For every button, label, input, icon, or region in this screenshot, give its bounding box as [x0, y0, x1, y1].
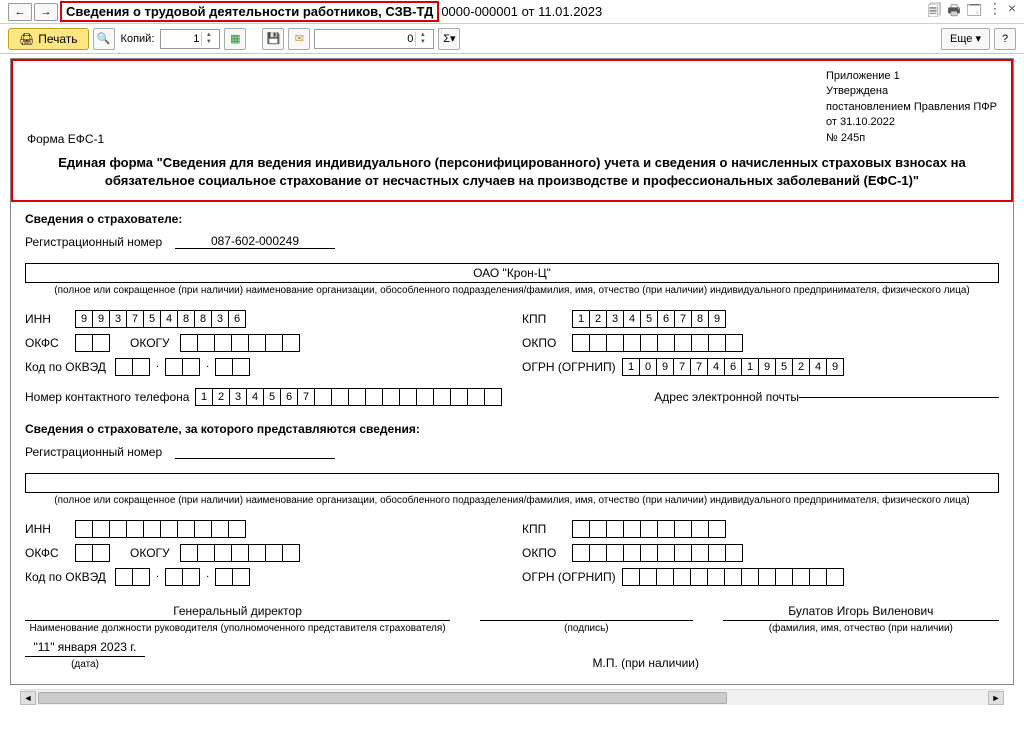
- ogrn2-label: ОГРН (ОГРНИП): [522, 570, 622, 584]
- ogrn-label: ОГРН (ОГРНИП): [522, 360, 622, 374]
- more-button[interactable]: Еще ▾: [941, 28, 990, 50]
- document-area: Форма ЕФС-1 Приложение 1 Утверждена пост…: [0, 54, 1024, 744]
- org-name: ОАО "Крон-Ц": [25, 263, 999, 283]
- print-icon[interactable]: 🖶: [947, 0, 960, 24]
- email-value: [799, 397, 999, 398]
- print-button[interactable]: 🖨 Печать: [8, 28, 89, 50]
- section1-title: Сведения о страхователе:: [25, 212, 999, 226]
- value-spinner[interactable]: ▲▼: [314, 29, 434, 49]
- window-title-rest: 0000-000001 от 11.01.2023: [441, 4, 602, 19]
- reg-label: Регистрационный номер: [25, 235, 165, 249]
- okved2-label: Код по ОКВЭД: [25, 570, 115, 584]
- header-redbox: Форма ЕФС-1 Приложение 1 Утверждена пост…: [11, 59, 1013, 202]
- okfs-label: ОКФС: [25, 336, 75, 350]
- org2-name: [25, 473, 999, 493]
- reg-value: 087-602-000249: [175, 234, 335, 249]
- reg2-value: [175, 444, 335, 459]
- okfs-cells: [75, 334, 110, 352]
- sig-fio-hint: (фамилия, имя, отчество (при наличии): [723, 623, 999, 634]
- h-scrollbar[interactable]: ◄ ►: [20, 689, 1004, 705]
- calc-icon[interactable]: 🗔: [967, 0, 982, 24]
- okfs2-label: ОКФС: [25, 546, 75, 560]
- approval-block: Приложение 1 Утверждена постановлением П…: [826, 69, 997, 146]
- preview-button[interactable]: 🔍: [93, 28, 115, 50]
- sig-position: Генеральный директор: [25, 604, 450, 621]
- email-label: Адрес электронной почты: [654, 390, 799, 404]
- save-icon[interactable]: 🗐: [927, 0, 941, 24]
- disk-button[interactable]: 💾: [262, 28, 284, 50]
- inn-cells: 9937548836: [75, 310, 246, 328]
- sigma-button[interactable]: Σ ▾: [438, 28, 460, 50]
- sig-date-hint: (дата): [25, 659, 145, 670]
- value-input[interactable]: [315, 33, 415, 45]
- window-title-highlight: Сведения о трудовой деятельности работни…: [60, 1, 439, 22]
- kpp-cells: 123456789: [572, 310, 726, 328]
- org-hint: (полное или сокращенное (при наличии) на…: [25, 285, 999, 296]
- copies-label: Копий:: [121, 33, 155, 45]
- okpo-cells: [572, 334, 743, 352]
- okogu-label: ОКОГУ: [130, 336, 180, 350]
- copies-spinner[interactable]: ▲▼: [160, 29, 220, 49]
- menu-icon[interactable]: ⋮: [988, 0, 1002, 24]
- phone-label: Номер контактного телефона: [25, 390, 195, 404]
- okogu2-label: ОКОГУ: [130, 546, 180, 560]
- mp-label: М.П. (при наличии): [593, 656, 700, 670]
- forward-button[interactable]: →: [34, 3, 58, 21]
- kpp-label: КПП: [522, 312, 572, 326]
- sig-pos-hint: Наименование должности руководителя (упо…: [25, 623, 450, 634]
- kpp2-label: КПП: [522, 522, 572, 536]
- okved-label: Код по ОКВЭД: [25, 360, 115, 374]
- ogrn-cells: 1097746195249: [622, 358, 844, 376]
- form-page: Форма ЕФС-1 Приложение 1 Утверждена пост…: [10, 58, 1014, 685]
- sig-fio: Булатов Игорь Виленович: [723, 604, 999, 621]
- sig-date: "11" января 2023 г.: [25, 640, 145, 657]
- back-button[interactable]: ←: [8, 3, 32, 21]
- inn-label: ИНН: [25, 312, 75, 326]
- close-icon[interactable]: ×: [1008, 0, 1016, 24]
- okogu-cells: [180, 334, 300, 352]
- okpo-label: ОКПО: [522, 336, 572, 350]
- copies-input[interactable]: [161, 33, 201, 45]
- table-button[interactable]: ▦: [224, 28, 246, 50]
- inn2-cells: [75, 520, 246, 538]
- section2-title: Сведения о страхователе, за которого пре…: [25, 422, 999, 436]
- mail-button[interactable]: ✉: [288, 28, 310, 50]
- sig-sign: [480, 604, 693, 621]
- okpo2-label: ОКПО: [522, 546, 572, 560]
- phone-cells: 1234567: [195, 388, 502, 406]
- inn2-label: ИНН: [25, 522, 75, 536]
- form-code: Форма ЕФС-1: [27, 132, 104, 146]
- org2-hint: (полное или сокращенное (при наличии) на…: [25, 495, 999, 506]
- reg2-label: Регистрационный номер: [25, 445, 165, 459]
- main-title: Единая форма "Сведения для ведения индив…: [27, 154, 997, 190]
- sig-sign-hint: (подпись): [480, 623, 693, 634]
- okved-cells: . .: [115, 358, 250, 376]
- help-button[interactable]: ?: [994, 28, 1016, 50]
